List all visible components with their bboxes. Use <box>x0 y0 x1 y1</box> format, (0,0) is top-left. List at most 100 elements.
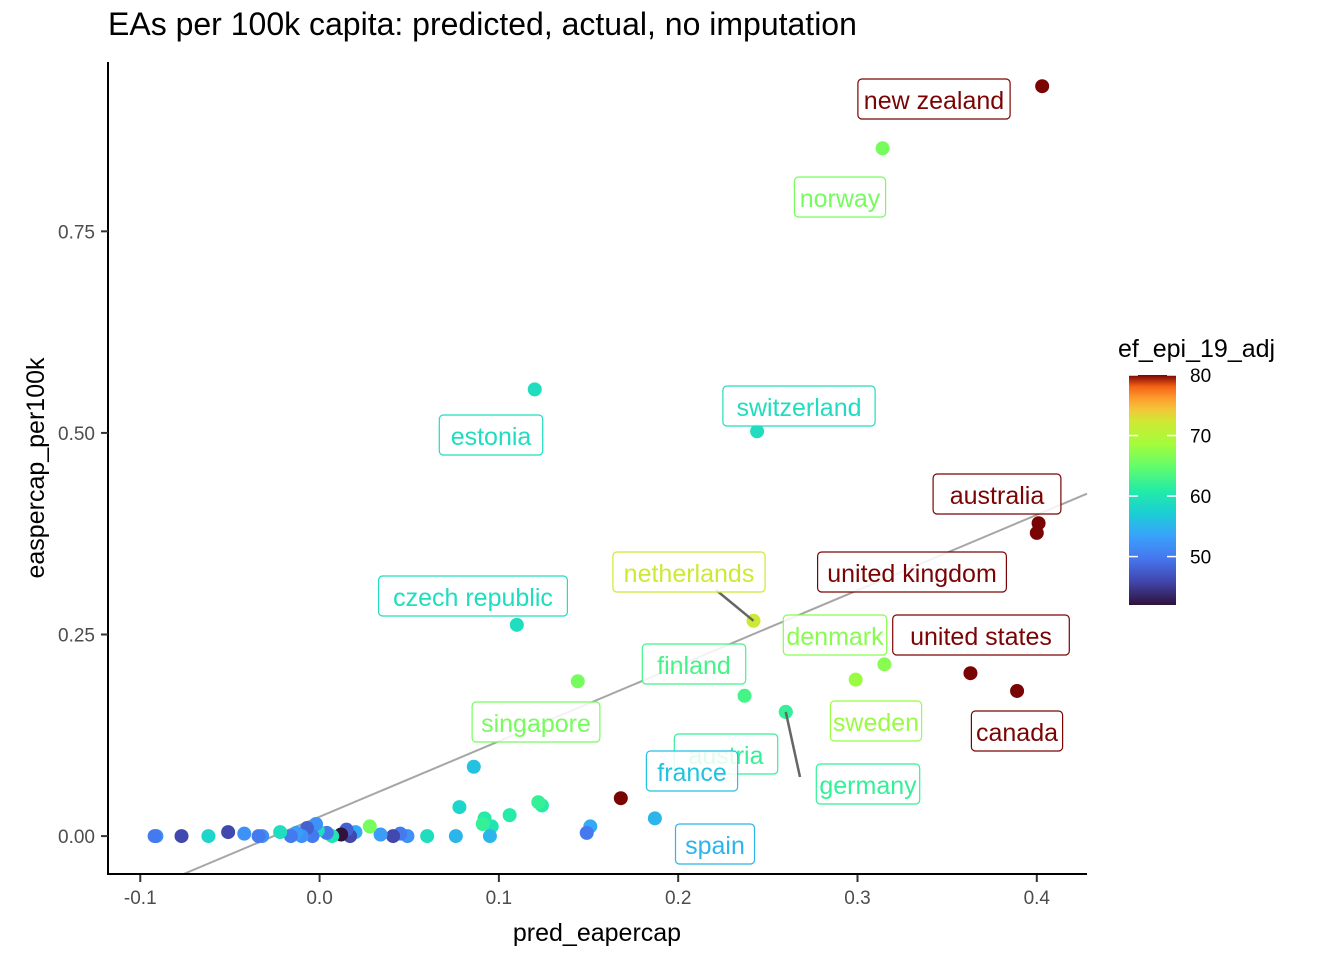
point-label-text: sweden <box>833 709 919 737</box>
point-label-text: singapore <box>481 710 591 738</box>
data-point <box>386 829 401 844</box>
data-point <box>475 817 490 832</box>
data-point <box>452 800 467 815</box>
label-spain: spain <box>674 823 756 865</box>
x-tick-label: -0.1 <box>124 888 157 909</box>
data-point <box>201 829 216 844</box>
point-label-box <box>612 551 766 593</box>
data-point-singapore <box>570 674 585 689</box>
label-czech-republic: czech republic <box>378 575 569 617</box>
point-label-box <box>793 176 887 218</box>
point-label-text: estonia <box>451 423 532 451</box>
label-united-states: united states <box>892 614 1070 656</box>
data-point-new-zealand <box>1035 79 1050 94</box>
x-axis-ticks: -0.1 0.0 0.1 0.2 0.3 0.4 <box>124 875 1051 909</box>
legend-tick-label: 80 <box>1190 366 1211 387</box>
legend-colorbar <box>1129 375 1176 605</box>
point-label-box <box>674 823 756 865</box>
point-label-box <box>857 78 1011 120</box>
y-tick-label: 0.00 <box>58 827 95 848</box>
y-tick-label: 0.50 <box>58 424 95 445</box>
data-point <box>373 827 388 842</box>
label-finland: finland <box>641 643 747 685</box>
point-label-text: finland <box>657 652 731 680</box>
legend-tick-label: 60 <box>1190 487 1211 508</box>
y-tick-label: 0.75 <box>58 222 95 243</box>
point-label-box <box>378 575 569 617</box>
point-label-text: switzerland <box>736 394 861 422</box>
point-label-box <box>722 385 876 427</box>
data-point-norway <box>875 141 890 156</box>
data-point-united-kingdom <box>1029 525 1044 540</box>
label-sweden: sweden <box>829 700 923 742</box>
point-label-box <box>471 701 601 743</box>
data-point <box>448 829 463 844</box>
point-label-text: norway <box>800 185 881 213</box>
y-axis-title: easpercap_per100k <box>22 357 50 578</box>
x-tick-label: 0.2 <box>665 888 691 909</box>
data-point-czech-republic <box>509 617 524 632</box>
data-point <box>221 825 236 840</box>
data-point-finland <box>737 688 752 703</box>
point-label-box <box>815 763 921 805</box>
x-tick-label: 0.4 <box>1024 888 1051 909</box>
point-label-box <box>641 643 747 685</box>
point-label-text: united states <box>910 623 1052 651</box>
point-label-box <box>816 551 1007 593</box>
data-point <box>531 795 546 810</box>
legend-title: ef_epi_19_adj <box>1118 335 1275 363</box>
point-label-text: denmark <box>786 623 884 651</box>
point-label-text: netherlands <box>624 560 755 588</box>
point-label-text: australia <box>950 482 1045 510</box>
data-point <box>579 825 594 840</box>
data-point <box>482 829 497 844</box>
data-point-switzerland <box>750 424 765 439</box>
x-tick-label: 0.0 <box>306 888 332 909</box>
data-point-united-states <box>963 666 978 681</box>
data-point <box>251 829 266 844</box>
point-labels: new zealand norway switzerland estonia austr… <box>378 78 1070 865</box>
label-australia: australia <box>932 473 1062 515</box>
point-label-box <box>892 614 1070 656</box>
plot-panel: new zealand norway switzerland estonia austr… <box>147 78 1088 874</box>
color-legend: ef_epi_19_adj 50 60 70 80 <box>1118 335 1275 605</box>
point-label-box <box>932 473 1062 515</box>
label-norway: norway <box>793 176 887 218</box>
label-netherlands: netherlands <box>612 551 766 593</box>
data-point <box>147 829 162 844</box>
y-tick-label: 0.25 <box>58 626 95 647</box>
point-label-box <box>645 750 739 792</box>
point-label-text: germany <box>819 772 917 800</box>
label-france: france <box>645 750 739 792</box>
data-point <box>283 829 298 844</box>
data-point <box>420 829 435 844</box>
y-axis-ticks: 0.00 0.25 0.50 0.75 <box>58 222 108 848</box>
label-estonia: estonia <box>438 414 544 456</box>
point-label-text: new zealand <box>864 87 1004 115</box>
label-switzerland: switzerland <box>722 385 876 427</box>
point-label-text: spain <box>685 832 745 860</box>
data-point-sweden <box>848 672 863 687</box>
x-tick-label: 0.1 <box>486 888 512 909</box>
point-label-text: united kingdom <box>827 560 997 588</box>
legend-tick-label: 50 <box>1190 548 1211 569</box>
data-point <box>237 826 252 841</box>
label-united-kingdom: united kingdom <box>816 551 1007 593</box>
legend-tick-label: 70 <box>1190 427 1211 448</box>
data-point <box>174 829 189 844</box>
x-axis-title: pred_eapercap <box>513 919 681 947</box>
point-label-box <box>782 614 888 656</box>
label-germany: germany <box>815 763 921 805</box>
data-point-canada <box>1010 683 1025 698</box>
label-leader-line <box>715 589 755 622</box>
point-label-box <box>970 710 1064 752</box>
data-point-estonia <box>527 382 542 397</box>
label-leader-line <box>784 711 802 778</box>
data-point-france <box>466 759 481 774</box>
x-tick-label: 0.3 <box>844 888 870 909</box>
point-label-text: france <box>657 759 726 787</box>
label-singapore: singapore <box>471 701 601 743</box>
label-denmark: denmark <box>782 614 888 656</box>
point-label-box <box>438 414 544 456</box>
